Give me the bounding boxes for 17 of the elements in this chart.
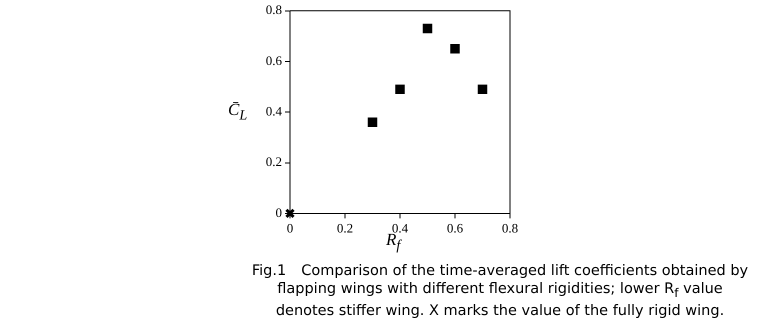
point	[284, 208, 296, 218]
point	[368, 117, 378, 127]
y-axis-title: C̄$_{L}$	[228, 100, 248, 124]
y-tick-label: 0.2	[266, 154, 282, 170]
x-tick-label: 0	[286, 220, 294, 236]
x-tick-label: 0.2	[336, 220, 354, 236]
point	[422, 24, 432, 34]
y-tick-label: 0.6	[266, 52, 282, 68]
y-tick-label: 0.8	[266, 2, 282, 18]
x-tick-label: 0.8	[502, 220, 518, 236]
y-tick-label: 0	[276, 204, 282, 220]
x-tick-label: 0.6	[446, 220, 464, 236]
point	[478, 84, 488, 94]
caption: Fig.1 Comparison of the time-averaged lift coefficients obtained by flapping wings with different flexural rigidities; lower R$_{f}$ value denotes stiffer wing. X marks the value of the fully rigid wing.	[250, 262, 750, 320]
point	[450, 44, 460, 54]
y-tick-label: 0.4	[266, 104, 282, 119]
point	[395, 84, 405, 94]
